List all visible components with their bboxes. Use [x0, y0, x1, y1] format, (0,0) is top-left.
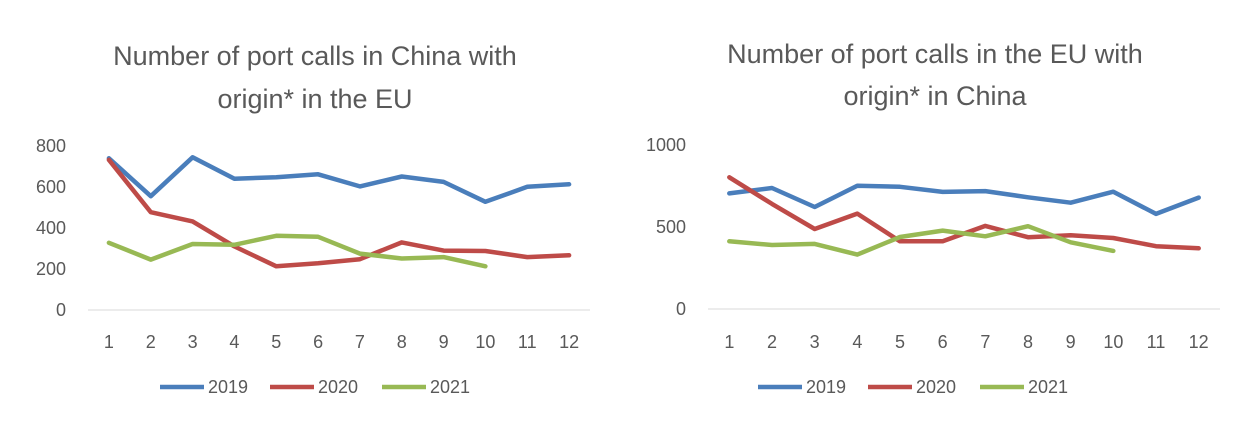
legend-label-2019: 2019 — [208, 377, 248, 397]
y-tick-label: 0 — [676, 299, 686, 319]
x-tick-label: 11 — [518, 332, 537, 352]
x-tick-label: 9 — [439, 332, 449, 352]
y-tick-label: 0 — [56, 300, 66, 320]
x-tick-label: 1 — [724, 332, 734, 352]
x-tick-label: 5 — [271, 332, 281, 352]
x-tick-label: 7 — [355, 332, 365, 352]
y-tick-label: 500 — [656, 217, 686, 237]
chart-title-line: Number of port calls in China with — [113, 41, 517, 71]
legend-label-2020: 2020 — [916, 377, 956, 397]
x-tick-label: 6 — [938, 332, 948, 352]
series-line-2020 — [106, 157, 572, 269]
x-tick-label: 3 — [188, 332, 198, 352]
x-tick-label: 12 — [559, 332, 579, 352]
series-line-2020 — [727, 175, 1201, 251]
x-tick-label: 8 — [1023, 332, 1033, 352]
chart-title-line: origin* in China — [843, 81, 1027, 111]
x-tick-label: 6 — [313, 332, 323, 352]
x-tick-label: 1 — [104, 332, 114, 352]
y-tick-label: 1000 — [646, 135, 686, 155]
x-tick-label: 10 — [1103, 332, 1123, 352]
chart-china-port-calls: Number of port calls in China with origin… — [36, 41, 590, 397]
chart-eu-port-calls: Number of port calls in the EU with origi… — [646, 39, 1220, 397]
x-tick-label: 11 — [1147, 332, 1166, 352]
chart-panel-eu: Number of port calls in the EU with origi… — [620, 0, 1235, 427]
chart-title-line: origin* in the EU — [217, 84, 412, 114]
x-tick-label: 9 — [1066, 332, 1076, 352]
x-tick-label: 2 — [146, 332, 156, 352]
x-tick-label: 12 — [1189, 332, 1209, 352]
series-line-2021 — [106, 233, 488, 269]
legend-label-2021: 2021 — [430, 377, 470, 397]
x-tick-label: 2 — [767, 332, 777, 352]
chart-panel-china: Number of port calls in China with origin… — [0, 0, 605, 427]
y-tick-label: 600 — [36, 177, 66, 197]
x-tick-label: 8 — [397, 332, 407, 352]
series-line-2021 — [727, 223, 1116, 257]
x-tick-label: 4 — [229, 332, 239, 352]
x-tick-label: 5 — [895, 332, 905, 352]
y-tick-label: 800 — [36, 136, 66, 156]
series-line-2019 — [106, 155, 572, 205]
y-tick-label: 400 — [36, 218, 66, 238]
y-tick-label: 200 — [36, 259, 66, 279]
chart-title-line: Number of port calls in the EU with — [727, 39, 1143, 69]
legend-label-2019: 2019 — [806, 377, 846, 397]
legend-label-2021: 2021 — [1028, 377, 1068, 397]
x-tick-label: 4 — [852, 332, 862, 352]
x-tick-label: 7 — [980, 332, 990, 352]
x-tick-label: 10 — [475, 332, 495, 352]
x-tick-label: 3 — [810, 332, 820, 352]
series-line-2019 — [727, 183, 1201, 217]
legend-label-2020: 2020 — [318, 377, 358, 397]
